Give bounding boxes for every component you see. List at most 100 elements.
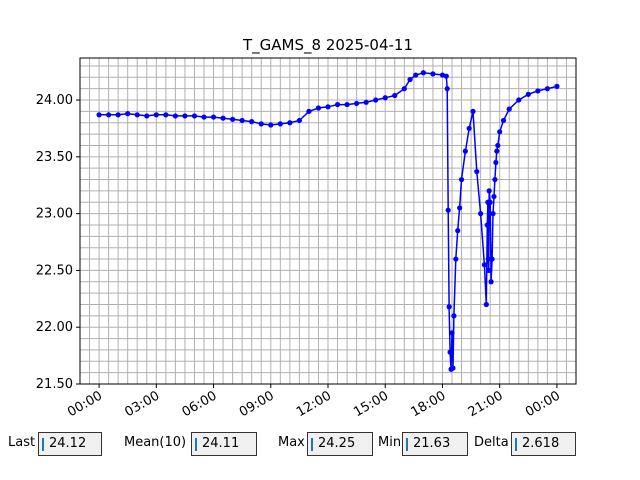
data-point: [506, 106, 512, 112]
y-tick-label: 23.50: [36, 150, 73, 165]
min-value: 21.63: [413, 436, 451, 451]
x-tick-label: 03:00: [122, 388, 162, 420]
data-point: [449, 330, 455, 336]
cursor-icon: [42, 438, 44, 451]
data-point: [554, 83, 560, 89]
data-point: [325, 104, 331, 110]
data-point: [201, 114, 207, 120]
data-point: [96, 112, 102, 118]
y-tick-label: 22.00: [36, 320, 73, 335]
max-value-field[interactable]: 24.25: [307, 432, 373, 456]
data-point: [296, 117, 302, 124]
data-point: [516, 97, 522, 103]
data-point: [373, 97, 379, 103]
max-value: 24.25: [318, 436, 356, 451]
data-point: [115, 112, 121, 118]
data-point: [134, 112, 140, 118]
data-point: [334, 101, 341, 108]
data-point: [287, 120, 293, 126]
data-point: [163, 112, 169, 118]
data-point: [478, 211, 484, 217]
data-point: [306, 108, 312, 114]
data-point: [172, 113, 178, 119]
y-axis: 21.50 22.00 22.50 23.00 23.50 24.00: [36, 93, 80, 392]
delta-label: Delta: [474, 435, 509, 450]
data-point: [474, 168, 480, 175]
data-point: [445, 207, 451, 213]
data-point: [491, 193, 497, 200]
mean-value-field[interactable]: 24.11: [191, 432, 257, 456]
data-point: [484, 222, 490, 228]
y-tick-label: 22.50: [36, 263, 73, 278]
data-point: [153, 112, 159, 118]
data-point: [230, 116, 236, 122]
cursor-icon: [311, 438, 313, 451]
cursor-icon: [515, 438, 517, 451]
last-value-field[interactable]: 24.12: [38, 432, 102, 456]
data-point: [444, 86, 450, 92]
data-point: [451, 313, 457, 319]
data-point: [239, 117, 245, 124]
x-tick-label: 18:00: [409, 388, 449, 420]
data-point: [268, 122, 274, 128]
x-tick-label: 12:00: [294, 388, 334, 420]
x-tick-label: 00:00: [65, 388, 105, 420]
data-point: [457, 205, 463, 211]
data-point: [535, 88, 541, 94]
data-point: [525, 91, 531, 97]
chart-title: T_GAMS_8 2025-04-11: [242, 36, 413, 55]
data-point: [182, 113, 188, 119]
data-point: [401, 86, 407, 92]
data-point: [495, 142, 501, 149]
data-point: [487, 199, 493, 205]
data-point: [344, 101, 350, 108]
data-point: [488, 279, 494, 285]
data-point: [481, 262, 488, 268]
data-point: [462, 148, 468, 154]
data-point: [210, 114, 217, 120]
mean-label: Mean(10): [124, 435, 187, 450]
data-point: [492, 176, 498, 183]
data-point: [447, 349, 453, 355]
data-point: [494, 148, 500, 154]
y-tick-label: 21.50: [36, 377, 73, 392]
x-tick-label: 15:00: [351, 388, 391, 420]
series-layer: [96, 70, 560, 372]
data-point: [497, 129, 503, 135]
data-point: [486, 267, 492, 274]
data-point: [489, 256, 495, 262]
data-point: [144, 113, 150, 119]
data-point: [420, 70, 426, 76]
data-point: [125, 111, 131, 117]
x-tick-label: 21:00: [466, 388, 506, 420]
x-tick-label: 09:00: [237, 388, 277, 420]
max-label: Max: [278, 435, 305, 450]
data-point: [466, 125, 472, 132]
delta-value-field[interactable]: 2.618: [511, 432, 576, 456]
data-point: [363, 99, 369, 105]
data-point: [191, 113, 198, 119]
data-point: [455, 228, 461, 234]
data-point: [354, 100, 360, 107]
data-point: [382, 95, 388, 101]
data-point: [315, 105, 322, 111]
line-chart: T_GAMS_8 2025-04-11 21.50 22.00 22.50 23.00…: [36, 36, 577, 420]
data-point: [220, 115, 226, 121]
data-point: [458, 176, 465, 183]
data-point: [483, 301, 489, 308]
data-point: [443, 73, 449, 79]
data-point: [500, 117, 507, 124]
data-point: [392, 92, 398, 99]
data-point: [407, 76, 413, 83]
data-point: [490, 211, 496, 217]
cursor-icon: [195, 438, 197, 451]
data-point: [493, 159, 499, 166]
data-point: [453, 256, 459, 262]
delta-value: 2.618: [522, 436, 560, 451]
cursor-icon: [406, 438, 408, 451]
data-point: [430, 71, 436, 77]
data-point: [450, 365, 456, 371]
min-value-field[interactable]: 21.63: [402, 432, 468, 456]
data-point: [485, 256, 491, 262]
data-point: [446, 304, 452, 310]
